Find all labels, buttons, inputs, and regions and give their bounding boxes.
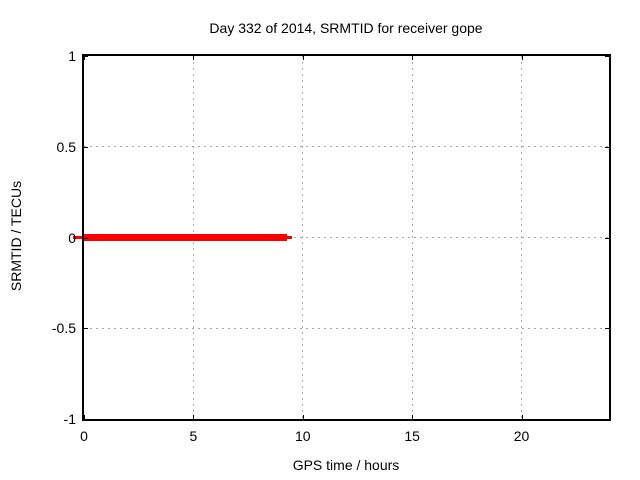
y-tick-mark — [84, 237, 88, 239]
y-tick-mark-right — [605, 419, 609, 420]
y-tick-mark-right — [605, 328, 609, 330]
chart-title: Day 332 of 2014, SRMTID for receiver gop… — [209, 20, 483, 36]
x-tick-mark — [84, 415, 85, 419]
x-axis-label: GPS time / hours — [292, 457, 400, 473]
y-gridline — [84, 327, 609, 329]
series-line-srmtid — [84, 234, 288, 241]
x-tick-mark — [521, 415, 523, 419]
x-tick-mark-top — [412, 56, 414, 60]
y-gridline — [84, 146, 609, 148]
y-tick-mark — [84, 419, 88, 420]
y-tick-label: 0 — [68, 229, 76, 246]
x-tick-label: 10 — [294, 428, 311, 444]
x-tick-mark-top — [84, 56, 85, 60]
y-tick-mark-right — [605, 237, 609, 239]
y-tick-mark-right — [605, 146, 609, 148]
series-line-endcap — [287, 236, 293, 239]
x-tick-mark-top — [193, 56, 195, 60]
plot-area — [82, 54, 611, 421]
y-gridline — [84, 237, 609, 238]
y-tick-mark — [84, 146, 88, 148]
y-tick-mark — [84, 56, 88, 57]
x-tick-mark-top — [521, 56, 523, 60]
y-tick-mark-right — [605, 56, 609, 57]
x-tick-label: 0 — [80, 428, 88, 444]
x-tick-label: 5 — [189, 428, 198, 444]
x-tick-mark-top — [302, 56, 304, 60]
x-tick-mark — [193, 415, 195, 419]
x-tick-mark — [412, 415, 414, 419]
x-tick-label: 20 — [513, 428, 530, 444]
y-tick-label: -0.5 — [51, 320, 76, 337]
y-tick-label: -1 — [63, 411, 76, 427]
y-tick-mark — [84, 328, 88, 330]
x-tick-mark — [302, 415, 304, 419]
x-tick-label: 15 — [404, 428, 420, 444]
y-tick-label: 0.5 — [56, 138, 76, 155]
series-line-startcap — [73, 236, 82, 239]
y-tick-label: 1 — [68, 48, 76, 64]
